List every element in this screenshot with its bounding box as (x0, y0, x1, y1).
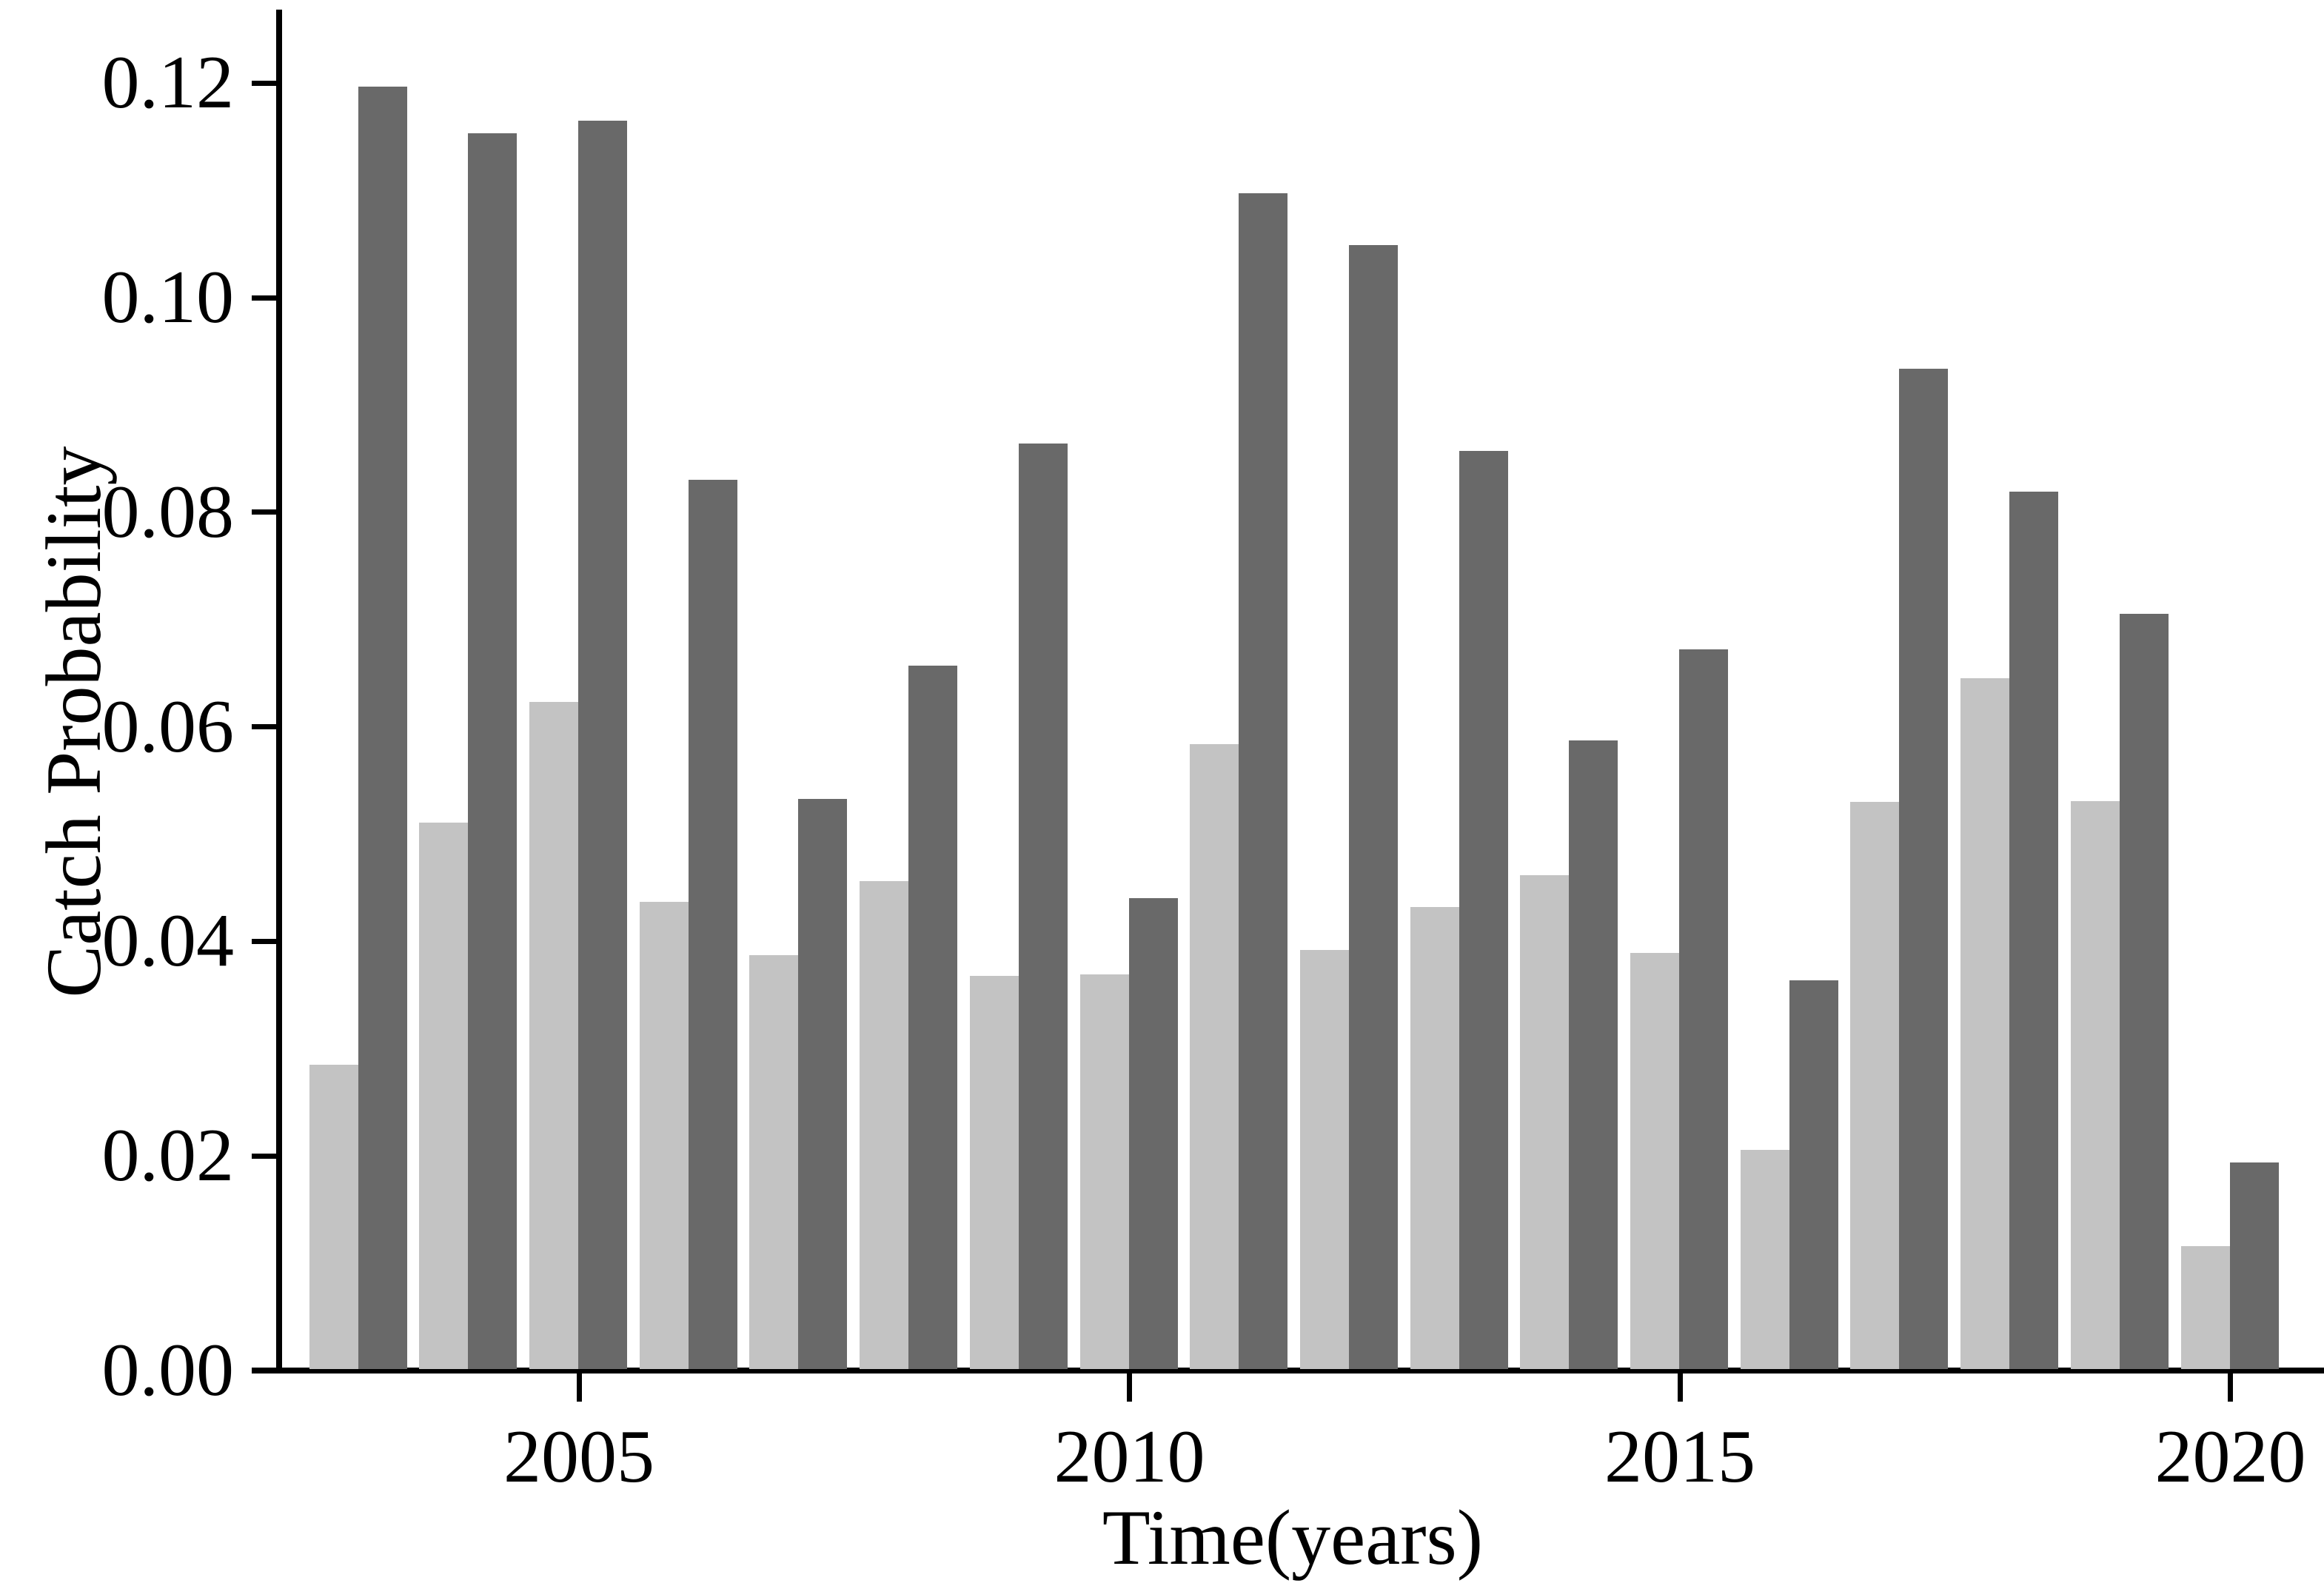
y-tick-label: 0.04 (101, 899, 235, 983)
bar-light-gray-series-2007 (749, 955, 799, 1369)
bar-light-gray-series-2017 (1850, 802, 1900, 1369)
y-tick-label: 0.10 (101, 255, 235, 339)
bar-light-gray-series-2018 (1960, 678, 2010, 1369)
bar-dark-gray-series-2004 (468, 133, 518, 1369)
bar-dark-gray-series-2007 (798, 798, 848, 1369)
bar-light-gray-series-2008 (860, 881, 909, 1369)
bar-dark-gray-series-2012 (1348, 244, 1398, 1369)
bar-light-gray-series-2015 (1630, 953, 1679, 1369)
y-tick (252, 509, 276, 515)
y-tick-label: 0.00 (101, 1328, 235, 1412)
bar-dark-gray-series-2013 (1459, 451, 1508, 1369)
bar-light-gray-series-2004 (419, 822, 469, 1369)
bar-dark-gray-series-2020 (2229, 1162, 2279, 1369)
x-tick (1127, 1373, 1132, 1402)
bar-dark-gray-series-2017 (1899, 368, 1949, 1369)
x-axis-title: Time(years) (1102, 1494, 1484, 1581)
y-tick (252, 724, 276, 730)
bar-light-gray-series-2020 (2180, 1245, 2230, 1369)
x-tick (2228, 1373, 2233, 1402)
x-tick-label: 2005 (503, 1415, 654, 1499)
y-tick (252, 938, 276, 944)
bar-dark-gray-series-2018 (2009, 492, 2059, 1369)
bar-light-gray-series-2013 (1410, 907, 1459, 1369)
y-tick-label: 0.02 (101, 1114, 235, 1198)
bar-dark-gray-series-2015 (1679, 649, 1728, 1369)
bar-light-gray-series-2016 (1740, 1149, 1789, 1369)
bar-light-gray-series-2009 (969, 975, 1019, 1369)
bar-dark-gray-series-2011 (1239, 193, 1288, 1369)
bar-light-gray-series-2019 (2070, 800, 2120, 1369)
bar-light-gray-series-2006 (639, 901, 689, 1369)
x-axis-line (252, 1368, 2324, 1373)
x-tick (1677, 1373, 1683, 1402)
bar-dark-gray-series-2008 (908, 666, 958, 1369)
y-axis-title: Catch Probability (30, 446, 117, 998)
bar-dark-gray-series-2019 (2119, 614, 2169, 1369)
y-tick-label: 0.06 (101, 684, 235, 769)
y-tick (252, 80, 276, 86)
x-tick-label: 2020 (2154, 1415, 2306, 1499)
x-tick (576, 1373, 582, 1402)
bar-dark-gray-series-2010 (1128, 898, 1178, 1369)
bar-dark-gray-series-2014 (1569, 740, 1618, 1369)
y-tick (252, 295, 276, 301)
y-tick-label: 0.08 (101, 469, 235, 554)
bar-light-gray-series-2011 (1190, 743, 1239, 1369)
y-tick (252, 1153, 276, 1159)
bar-light-gray-series-2014 (1520, 874, 1570, 1369)
x-tick-label: 2015 (1604, 1415, 1755, 1499)
bar-light-gray-series-2012 (1299, 949, 1349, 1369)
y-tick-label: 0.12 (101, 41, 235, 125)
bar-light-gray-series-2010 (1079, 974, 1129, 1369)
bar-dark-gray-series-2003 (358, 86, 407, 1369)
x-tick-label: 2010 (1054, 1415, 1205, 1499)
bar-dark-gray-series-2005 (578, 120, 627, 1369)
bar-dark-gray-series-2009 (1018, 444, 1068, 1369)
bar-dark-gray-series-2006 (688, 480, 737, 1369)
y-tick (252, 1368, 276, 1373)
bar-light-gray-series-2005 (529, 702, 578, 1369)
y-axis-line (276, 10, 282, 1373)
bar-light-gray-series-2003 (309, 1065, 358, 1369)
bar-dark-gray-series-2016 (1789, 980, 1838, 1369)
